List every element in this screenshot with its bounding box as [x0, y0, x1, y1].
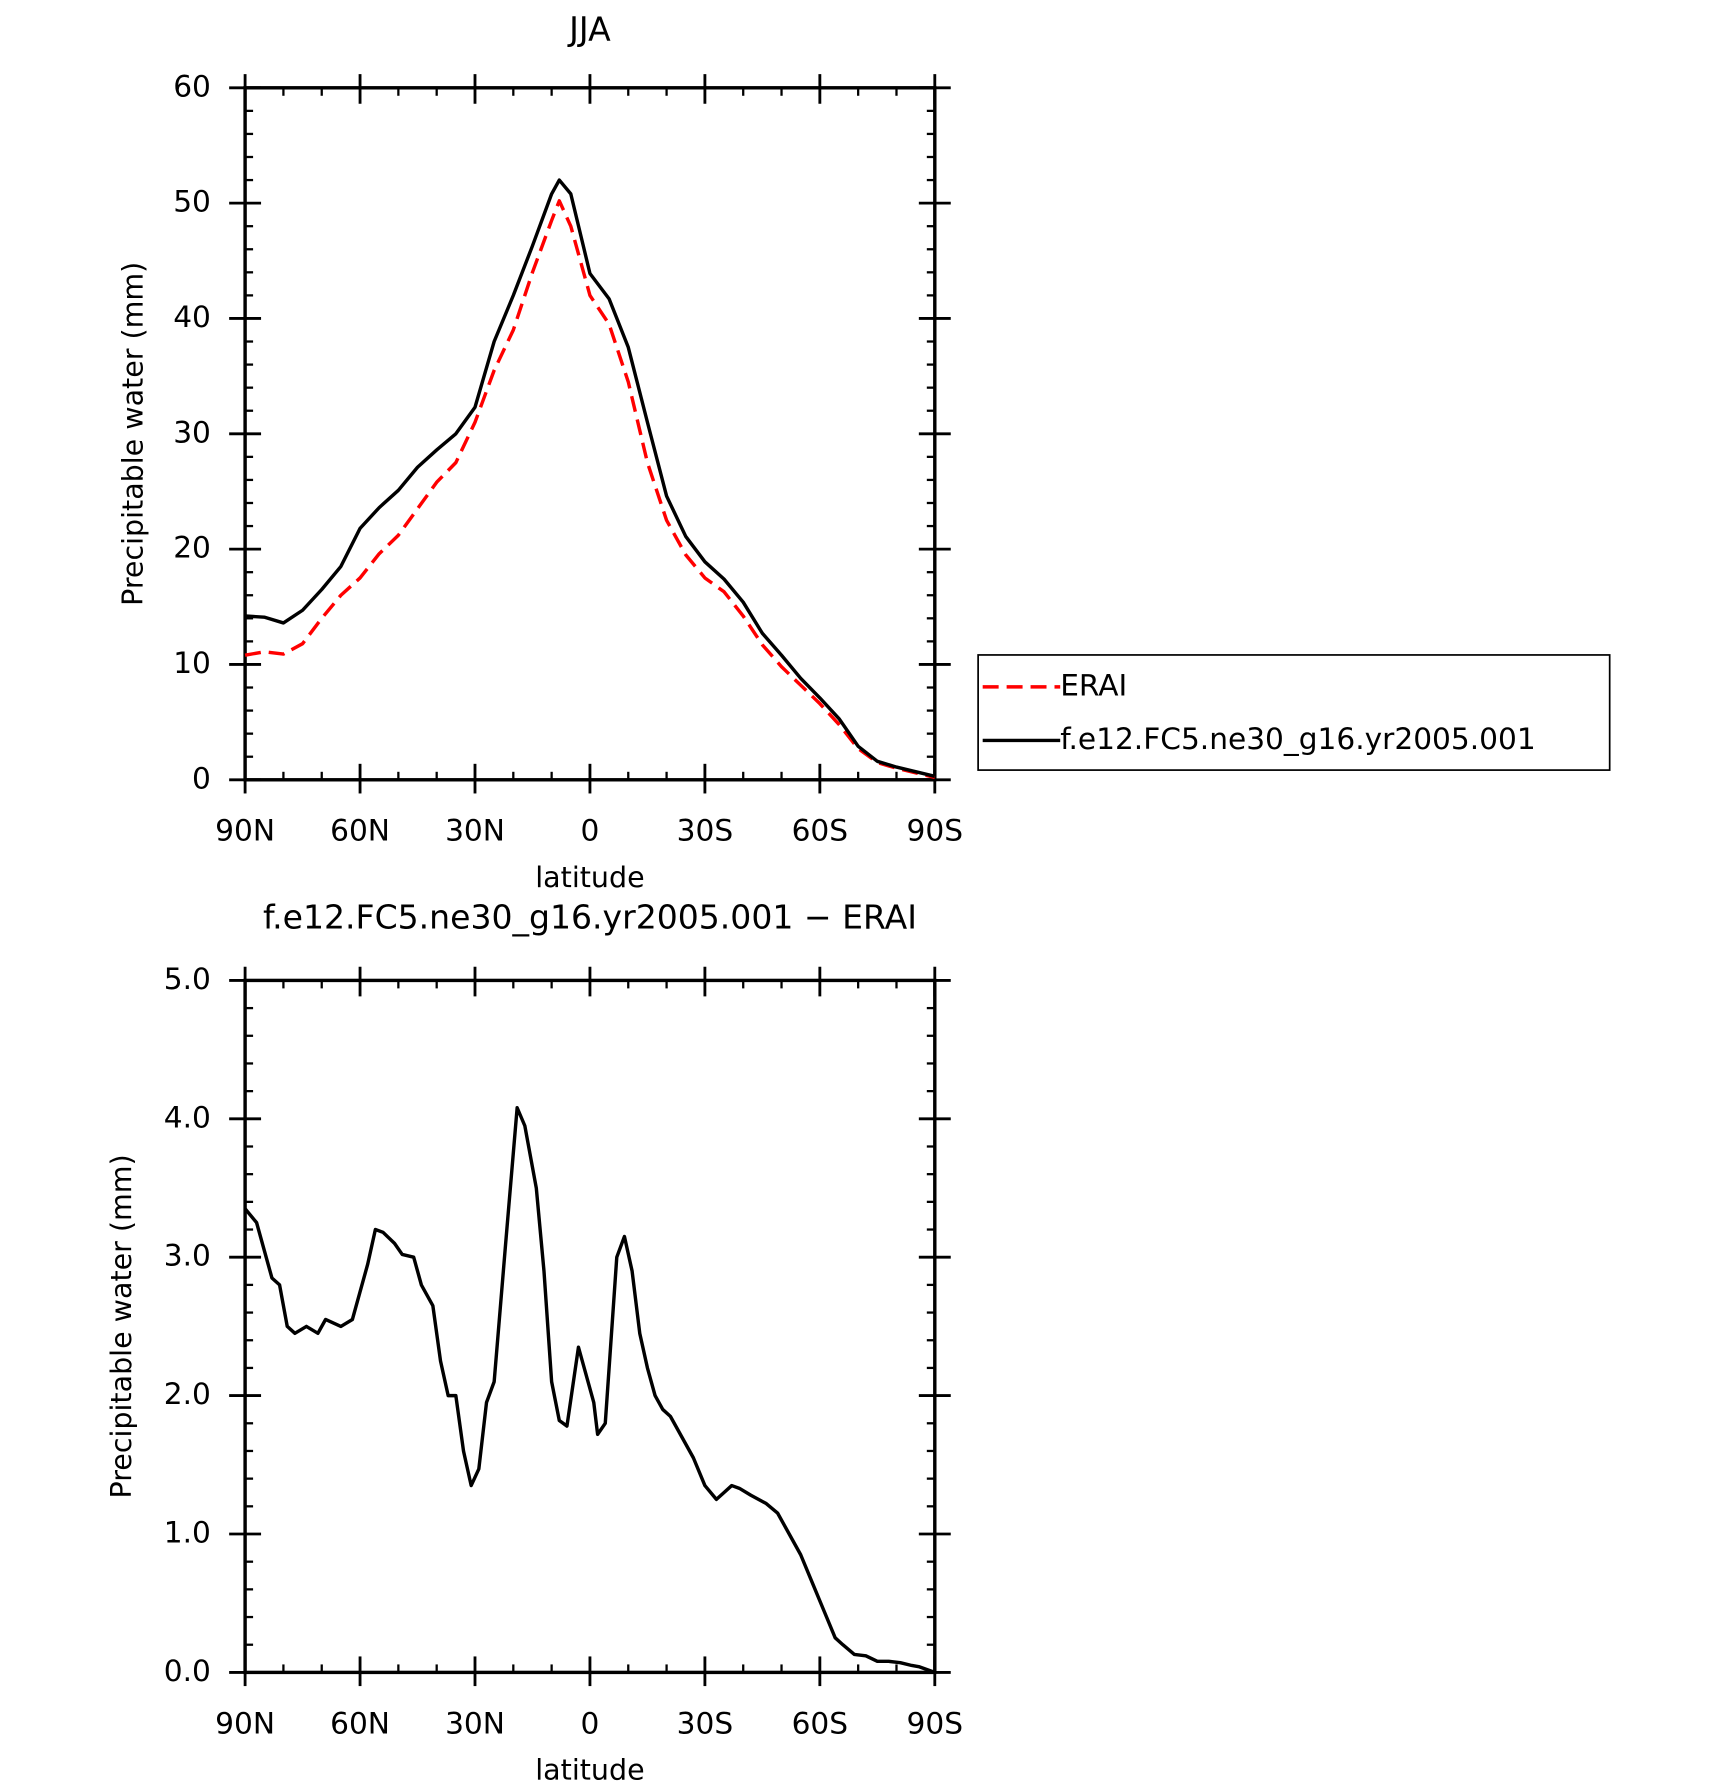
y-tick-label: 60 [173, 68, 211, 103]
y-tick-label: 30 [173, 414, 211, 449]
x-tick-label: 60S [792, 1705, 849, 1740]
y-tick-label: 4.0 [164, 1099, 211, 1134]
y-tick-label: 50 [173, 184, 211, 219]
y-tick-label: 10 [173, 645, 211, 680]
x-tick-label: 90S [907, 1705, 964, 1740]
x-tick-label: 60N [330, 1705, 390, 1740]
chart-title: f.e12.FC5.ne30_g16.yr2005.001 − ERAI [263, 897, 917, 936]
y-tick-label: 3.0 [164, 1238, 211, 1273]
y-axis-label: Precipitable water (mm) [105, 1154, 138, 1498]
x-tick-label: 90S [907, 813, 964, 848]
x-tick-label: 30S [677, 813, 734, 848]
y-tick-label: 0 [192, 760, 211, 795]
legend-label: ERAI [1060, 667, 1127, 702]
legend-box [977, 654, 1611, 771]
x-tick-label: 60N [330, 813, 390, 848]
x-tick-label: 90N [215, 1705, 275, 1740]
y-tick-label: 40 [173, 299, 211, 334]
x-tick-label: 90N [215, 813, 275, 848]
y-tick-label: 1.0 [164, 1515, 211, 1550]
x-tick-label: 0 [581, 813, 600, 848]
y-axis-label: Precipitable water (mm) [117, 262, 150, 606]
y-tick-label: 5.0 [164, 961, 211, 996]
x-axis-label: latitude [535, 1754, 644, 1783]
data-line [244, 178, 936, 778]
x-tick-label: 30N [445, 813, 505, 848]
plot-frame [243, 978, 937, 1675]
x-tick-label: 30N [445, 1705, 505, 1740]
y-tick-label: 0.0 [164, 1653, 211, 1688]
x-tick-label: 60S [792, 813, 849, 848]
data-line [244, 199, 936, 780]
data-line [243, 1106, 936, 1675]
chart-title: JJA [567, 9, 611, 48]
x-axis-label: latitude [535, 861, 644, 894]
plot-frame [243, 86, 937, 782]
x-tick-label: 30S [677, 1705, 734, 1740]
x-tick-label: 0 [581, 1705, 600, 1740]
y-tick-label: 2.0 [164, 1376, 211, 1411]
y-tick-label: 20 [173, 530, 211, 565]
legend-label: f.e12.FC5.ne30_g16.yr2005.001 [1060, 721, 1536, 756]
